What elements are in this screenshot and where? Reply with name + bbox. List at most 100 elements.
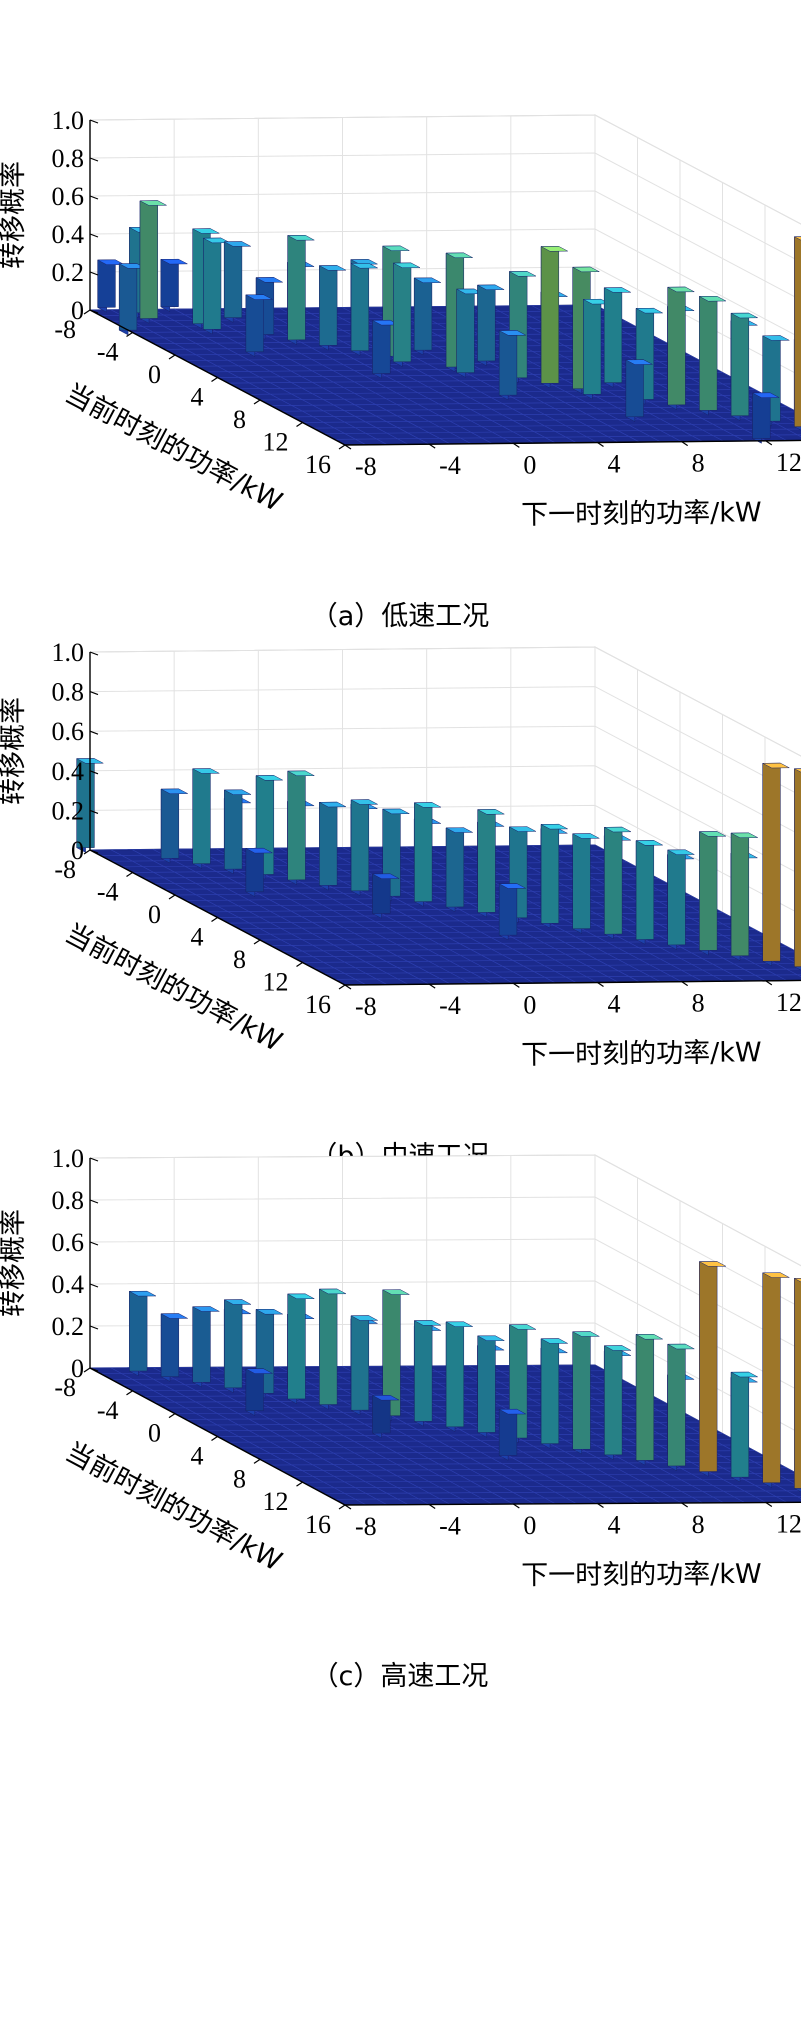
bar	[635, 1333, 663, 1466]
y-axis-label: 下一时刻的功率/kW	[521, 1037, 762, 1071]
bar	[414, 802, 442, 907]
bar	[139, 200, 167, 324]
x-tick-label: 4	[191, 383, 204, 412]
panel-b: 00.20.40.60.81.0转移概率-8-40481216当前时刻的功率/k…	[0, 638, 801, 1172]
z-axis: 0 0.2 0.4 0.6 0.8 1.0 转移概率	[0, 1144, 99, 1383]
z-axis: 0 0.2 0.4 0.6 0.8 1.0 转移概率	[0, 638, 99, 865]
bar	[794, 236, 801, 431]
bar	[625, 359, 653, 423]
x-axis-label: 当前时刻的功率/kW	[60, 1437, 287, 1578]
z-tick-label: 0.4	[52, 757, 85, 786]
bars	[76, 758, 801, 971]
x-tick-label: 12	[263, 428, 289, 457]
z-tick-label: 0.8	[52, 678, 85, 707]
x-axis-label: 当前时刻的功率/kW	[60, 378, 287, 518]
z-tick-label: 0	[71, 296, 84, 325]
x-tick-label: 4	[191, 1442, 204, 1471]
bar	[319, 1288, 347, 1410]
bar	[730, 832, 758, 962]
x-tick-label: -4	[97, 1396, 119, 1425]
bar	[160, 788, 188, 864]
bar	[603, 287, 631, 388]
z-axis-label: 转移概率	[0, 161, 29, 269]
x-tick-label: -4	[97, 338, 119, 367]
z-axis-label: 转移概率	[0, 697, 29, 805]
bar	[762, 1272, 790, 1489]
y-tick-label: 8	[692, 1510, 705, 1539]
bar	[287, 1293, 315, 1405]
x-tick-label: 0	[148, 900, 161, 929]
panel-caption: （c）高速工况	[312, 1661, 489, 1692]
y-tick-label: -4	[439, 451, 461, 480]
bar	[730, 312, 758, 422]
y-tick-label: -4	[439, 991, 461, 1020]
bar	[604, 1345, 632, 1461]
y-tick-label: 8	[692, 449, 705, 478]
bar	[160, 258, 188, 313]
z-tick-label: 0.2	[52, 1312, 85, 1341]
y-axis-label: 下一时刻的功率/kW	[521, 497, 762, 531]
z-tick-label: 0.4	[52, 1270, 85, 1299]
bar	[699, 295, 727, 416]
bar	[572, 833, 600, 934]
bar	[224, 789, 252, 875]
bar	[794, 1277, 801, 1493]
z-tick-label: 0	[71, 836, 84, 865]
x-axis-label: 当前时刻的功率/kW	[60, 918, 287, 1058]
y-tick-label: 4	[608, 1511, 621, 1540]
bar	[752, 392, 780, 444]
x-tick-label: 16	[305, 450, 331, 479]
bar	[604, 826, 632, 940]
z-tick-label: 0	[71, 1354, 84, 1383]
y-tick-label: 0	[523, 450, 536, 479]
bar	[245, 847, 273, 898]
bar	[319, 265, 347, 351]
bar	[456, 288, 484, 378]
bar	[498, 883, 526, 941]
x-tick-label: 16	[305, 990, 331, 1019]
z-axis-label: 转移概率	[0, 1209, 29, 1317]
x-tick-label: 16	[305, 1510, 331, 1539]
bar	[498, 1408, 526, 1461]
bar	[445, 827, 473, 913]
y-axis: -8-40481216下一时刻的功率/kW	[344, 439, 801, 531]
z-tick-label: 0.6	[52, 1228, 85, 1257]
x-tick-label: -8	[54, 315, 76, 344]
bar	[762, 762, 790, 967]
y-tick-label: -4	[439, 1512, 461, 1541]
bar	[372, 873, 400, 919]
bar	[540, 823, 568, 929]
bar	[350, 1315, 378, 1416]
bar	[477, 809, 505, 918]
y-tick-label: 12	[776, 1510, 801, 1539]
bar	[203, 237, 231, 335]
z-tick-label: 0.8	[52, 144, 85, 173]
bar	[583, 298, 611, 400]
bar	[699, 1261, 727, 1477]
x-tick-label: 8	[233, 1464, 246, 1493]
bar	[413, 277, 441, 356]
bar	[224, 1299, 252, 1394]
y-axis-label: 下一时刻的功率/kW	[521, 1559, 762, 1591]
panel-a: 00.20.40.60.81.0转移概率-8-40481216当前时刻的功率/k…	[0, 106, 801, 632]
y-tick-label: 0	[523, 1511, 536, 1540]
bar	[223, 241, 251, 323]
bar	[667, 849, 695, 951]
x-tick-label: -8	[54, 855, 76, 884]
bar	[129, 1290, 157, 1377]
bar	[540, 246, 568, 389]
y-tick-label: -8	[355, 452, 377, 481]
y-axis: -8-40481216下一时刻的功率/kW	[344, 1501, 801, 1591]
bar	[730, 1371, 758, 1483]
z-tick-label: 0.4	[52, 220, 85, 249]
bar	[414, 1320, 442, 1427]
y-tick-label: 8	[692, 989, 705, 1018]
y-tick-label: -8	[355, 1512, 377, 1541]
bar	[160, 1313, 188, 1382]
bar	[572, 1331, 600, 1455]
bar	[445, 1321, 473, 1433]
z-tick-label: 1.0	[52, 106, 85, 135]
bar	[319, 801, 347, 891]
bar	[245, 294, 273, 358]
